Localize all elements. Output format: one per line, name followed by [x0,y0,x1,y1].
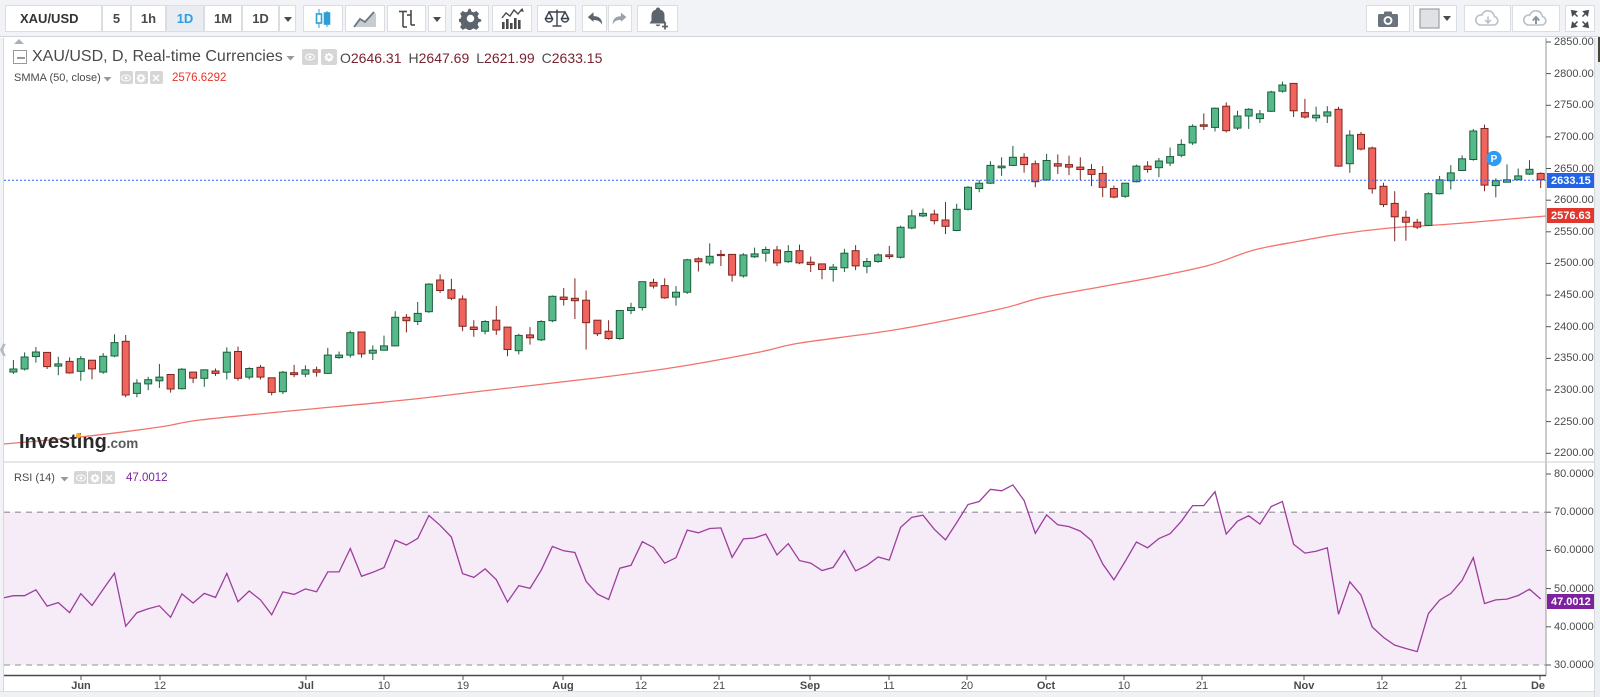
svg-text:P: P [1491,154,1498,165]
